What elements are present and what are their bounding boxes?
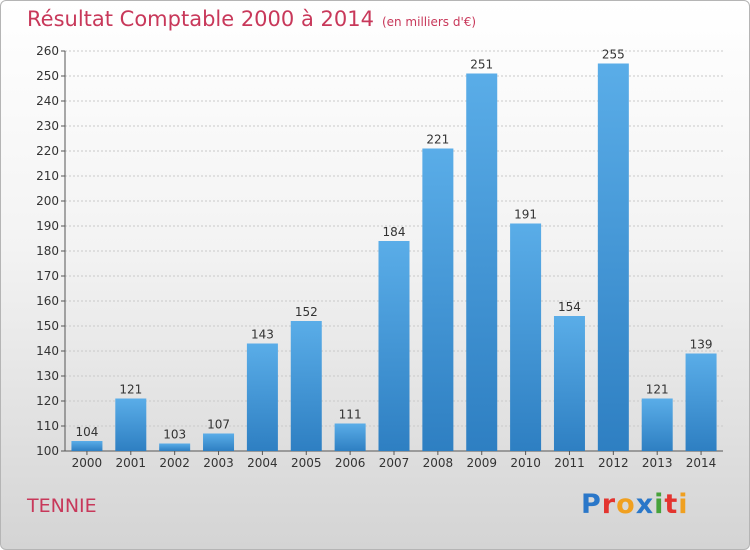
bar-value-label: 139: [690, 338, 713, 352]
bar: [597, 63, 629, 451]
logo-letter: i: [678, 489, 689, 520]
logo-letter: i: [654, 489, 665, 520]
bar: [510, 223, 542, 451]
y-tick-label: 100: [36, 444, 59, 458]
bar: [641, 398, 673, 451]
bar: [334, 423, 366, 451]
x-tick-label: 2005: [291, 456, 322, 470]
bar: [466, 73, 498, 451]
x-tick-label: 2007: [379, 456, 410, 470]
bar: [685, 353, 717, 451]
x-tick-label: 2009: [466, 456, 497, 470]
x-tick-label: 2014: [686, 456, 717, 470]
y-tick-label: 170: [36, 269, 59, 283]
y-tick-label: 150: [36, 319, 59, 333]
y-tick-label: 240: [36, 94, 59, 108]
y-tick-label: 220: [36, 144, 59, 158]
bar-value-label: 154: [558, 300, 581, 314]
bar: [71, 441, 103, 451]
bar: [159, 443, 191, 451]
bar-value-label: 251: [470, 58, 493, 72]
bar-value-label: 103: [163, 428, 186, 442]
y-tick-label: 180: [36, 244, 59, 258]
bar-value-label: 143: [251, 328, 274, 342]
bar-value-label: 121: [646, 383, 669, 397]
bars: [71, 63, 717, 451]
bar-value-label: 121: [119, 383, 142, 397]
logo-letter: t: [664, 489, 679, 520]
y-tick-label: 140: [36, 344, 59, 358]
bar: [246, 343, 278, 451]
commune-name: TENNIE: [27, 495, 97, 517]
x-tick-label: 2003: [203, 456, 234, 470]
bar: [203, 433, 235, 451]
y-tick-label: 130: [36, 369, 59, 383]
logo-letter: o: [616, 489, 636, 520]
y-tick-label: 210: [36, 169, 59, 183]
y-tick-label: 250: [36, 69, 59, 83]
x-tick-label: 2004: [247, 456, 278, 470]
y-tick-label: 200: [36, 194, 59, 208]
chart-title-unit: (en milliers d'€): [381, 15, 477, 29]
y-tick-label: 230: [36, 119, 59, 133]
chart-title: Résultat Comptable 2000 à 2014 (en millie…: [27, 7, 476, 31]
logo-letter: P: [581, 489, 602, 520]
labels: 100 110 120 130 140 150 160 170 180 190 200 210 220 2…: [36, 44, 716, 470]
bar-value-label: 107: [207, 418, 230, 432]
bar-value-label: 111: [339, 408, 362, 422]
proxiti-logo[interactable]: Proxiti: [581, 489, 689, 520]
bar: [378, 241, 410, 451]
y-tick-label: 190: [36, 219, 59, 233]
x-tick-label: 2002: [159, 456, 190, 470]
y-tick-label: 120: [36, 394, 59, 408]
x-tick-label: 2012: [598, 456, 629, 470]
y-tick-label: 160: [36, 294, 59, 308]
chart-title-main: Résultat Comptable 2000 à 2014: [27, 7, 374, 31]
bar-value-label: 184: [383, 225, 406, 239]
bar: [115, 398, 147, 451]
logo-letter: r: [601, 489, 617, 520]
bar-value-label: 221: [426, 133, 449, 147]
bar: [290, 321, 322, 451]
bar-value-label: 255: [602, 48, 625, 62]
y-tick-label: 260: [36, 44, 59, 58]
x-tick-label: 2010: [510, 456, 541, 470]
x-tick-label: 2006: [335, 456, 366, 470]
y-tick-label: 110: [36, 419, 59, 433]
bar-value-label: 104: [75, 425, 98, 439]
x-tick-label: 2001: [116, 456, 147, 470]
bar-value-label: 191: [514, 208, 537, 222]
x-tick-label: 2008: [423, 456, 454, 470]
bar: [553, 316, 585, 451]
x-tick-label: 2011: [554, 456, 585, 470]
bar-value-label: 152: [295, 305, 318, 319]
x-tick-label: 2000: [72, 456, 103, 470]
bar: [422, 148, 454, 451]
logo-letter: x: [635, 489, 655, 520]
x-tick-label: 2013: [642, 456, 673, 470]
